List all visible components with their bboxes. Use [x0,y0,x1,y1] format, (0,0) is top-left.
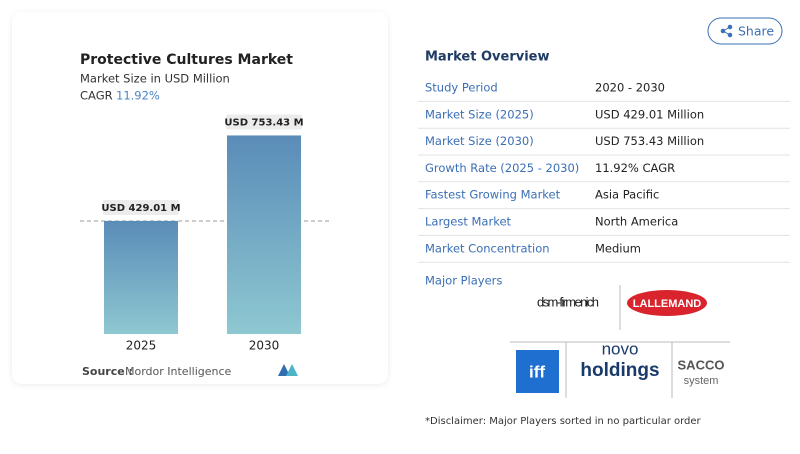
logo-text: novo [602,339,639,358]
source-logo [278,364,298,376]
chart-subtitle: Market Size in USD Million [80,72,230,86]
row-value: 11.92% CAGR [595,161,675,175]
row-label: Market Concentration [425,241,550,255]
row-label: Market Size (2025) [425,107,534,121]
share-button[interactable] [707,17,783,45]
x-tick-label: 2030 [249,339,280,353]
chart-title: Protective Cultures Market [80,52,293,68]
logo-shape [627,290,707,316]
cagr-value: 11.92% [116,89,160,103]
value-label: USD 753.43 M [224,117,303,128]
logo-text: LALLEMAND [633,298,701,310]
row-value: USD 429.01 Million [595,107,704,121]
row-value: USD 753.43 Million [595,134,704,148]
value-label-box [226,114,302,130]
disclaimer: *Disclaimer: Major Players sorted in no … [425,416,702,427]
row-value: Medium [595,241,641,255]
cagr-label: CAGR [80,89,113,103]
row-value: North America [595,215,678,229]
logo-text: SACCO [678,357,725,372]
row-label: Market Size (2030) [425,134,534,148]
share-icon [720,24,733,38]
row-label: Fastest Growing Market [425,188,561,202]
row-value: 2020 - 2030 [595,81,665,95]
players-title: Major Players [425,274,502,288]
overview-title: Market Overview [425,50,549,65]
logo-text: system [684,375,719,387]
value-label: USD 429.01 M [101,203,180,214]
logo-text: iff [529,362,545,381]
overview-table: Study Period 2020 - 2030 Market Size (2025… [418,81,790,263]
value-label-box [103,199,179,215]
logo-text: dsm-firmenich [537,294,599,309]
bar [227,135,301,334]
logo-text: holdings [580,360,659,381]
row-value: Asia Pacific [595,188,659,202]
bar-chart: USD 429.01 M 2025 USD 753.43 M 2030 [80,114,330,353]
row-label: Growth Rate (2025 - 2030) [425,161,579,175]
source-label: Source : [82,365,133,378]
row-label: Study Period [425,81,498,95]
bar [104,220,178,334]
share-label[interactable]: Share [738,24,774,39]
logo-shape [516,350,559,393]
row-label: Largest Market [425,215,512,229]
x-tick-label: 2025 [126,339,157,353]
player-logos: dsm-firmenich LALLEMAND iff novo holding… [510,285,730,398]
source: Mordor Intelligence [125,365,232,378]
